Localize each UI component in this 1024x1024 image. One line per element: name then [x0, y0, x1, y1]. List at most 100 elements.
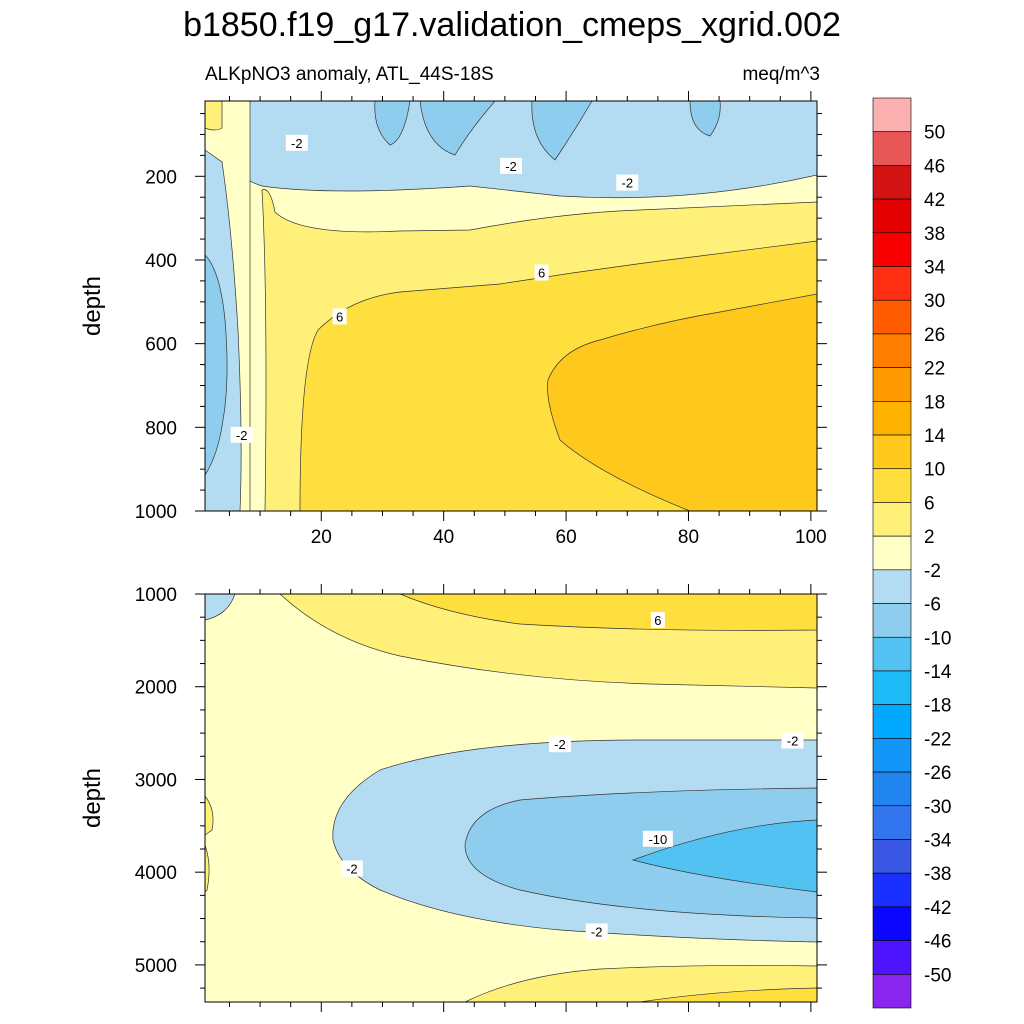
top-surface-patch-2 [419, 101, 496, 156]
colorbar-label: 14 [924, 426, 946, 447]
colorbar-label: 26 [924, 325, 945, 346]
colorbar-swatch [872, 738, 912, 773]
bot-contour-label: -2 [554, 737, 566, 752]
colorbar-swatch [872, 232, 912, 267]
top-contour-label: 6 [336, 309, 343, 324]
colorbar-swatch [872, 771, 912, 807]
colorbar-swatch [872, 704, 912, 739]
bot-west-yellow-1 [205, 795, 214, 836]
top-surface-patch-4 [689, 101, 721, 137]
top-ylabel: depth [79, 276, 106, 336]
colorbar-label: 6 [924, 493, 935, 514]
bot-contour-label-bg [650, 611, 665, 628]
bottom-panel: 6 -2 -2 -2 -10 -2 1000 2000 3000 4000 5000 depth [79, 584, 827, 1012]
top-contour-label: 6 [538, 266, 545, 281]
top-xtick-label: 60 [556, 527, 577, 548]
bot-contour-label-bg [340, 860, 363, 877]
colorbar-label: 50 [924, 123, 945, 144]
colorbar-label: -18 [924, 696, 951, 717]
top-contour-label: -2 [621, 176, 633, 191]
colorbar-swatch [872, 131, 912, 166]
colorbar-label: 42 [924, 190, 945, 211]
colorbar-swatch [872, 266, 912, 301]
colorbar-swatch [872, 502, 912, 537]
colorbar-swatch [872, 636, 912, 672]
colorbar-swatch [872, 401, 912, 436]
colorbar-label: -46 [924, 932, 951, 953]
bot-ytick-label: 4000 [135, 863, 177, 884]
colorbar-label: -26 [924, 763, 951, 784]
top-ytick-label: 800 [145, 418, 177, 439]
bot-contour-label-bg [642, 830, 673, 847]
top-surface-patch-5 [205, 101, 223, 131]
bot-plot-frame [204, 593, 818, 1003]
bot-contour-label: 6 [654, 613, 661, 628]
colorbar-swatch [872, 805, 912, 840]
top-contour-labels: -2 -2 -2 6 6 -2 [230, 134, 639, 443]
bot-ytick-label: 5000 [135, 956, 177, 977]
top-ytick-label: 200 [145, 167, 177, 188]
bot-ytick-label: 1000 [135, 585, 177, 606]
colorbar-label: 2 [924, 527, 935, 548]
bot-contour-label: -2 [346, 861, 358, 876]
top-contour-label: -2 [505, 159, 517, 174]
colorbar-swatch [872, 872, 912, 908]
colorbar: 50 46 42 38 34 30 26 22 18 14 10 6 2 -2 -6 -10 -14 -18 -22… [872, 97, 952, 1009]
colorbar-swatch [872, 603, 912, 638]
top-west-deep [205, 254, 228, 476]
colorbar-label: -6 [924, 595, 941, 616]
colorbar-label: -34 [924, 830, 952, 851]
bot-contour-label-bg [548, 736, 571, 753]
colorbar-swatch [872, 468, 912, 503]
colorbar-label: 30 [924, 291, 945, 312]
colorbar-label: 38 [924, 224, 945, 245]
colorbar-swatch [872, 299, 912, 335]
colorbar-label: 22 [924, 359, 945, 380]
colorbar-label: 18 [924, 392, 945, 413]
top-xtick-label: 20 [311, 527, 332, 548]
bot-contour-label-bg [585, 923, 608, 940]
top-xtick-label: 80 [678, 527, 699, 548]
colorbar-label: -22 [924, 729, 951, 750]
top-ytick-label: 400 [145, 251, 177, 272]
colorbar-label: 10 [924, 460, 945, 481]
colorbar-label: 46 [924, 156, 945, 177]
top-contour-label-bg [285, 134, 308, 151]
bot-contour-label-bg [781, 732, 804, 749]
bot-region-minus10 [631, 819, 817, 893]
top-contour-label-bg [332, 308, 347, 325]
colorbar-label: -38 [924, 864, 951, 885]
chart-title: b1850.f19_g17.validation_cmeps_xgrid.002 [183, 6, 841, 44]
bottom-axis-ticks: 1000 2000 3000 4000 5000 [135, 584, 827, 1012]
colorbar-swatch [872, 940, 912, 975]
colorbar-swatch [872, 367, 912, 402]
colorbar-label: -10 [924, 628, 951, 649]
colorbar-swatch [872, 198, 912, 234]
top-xtick-label: 40 [433, 527, 454, 548]
top-axis-ticks: 20 40 60 80 100 200 400 600 800 1000 [135, 91, 827, 548]
colorbar-swatch [872, 333, 912, 368]
bot-contour-label: -2 [591, 925, 603, 940]
top-xtick-label: 100 [795, 527, 827, 548]
bot-west-yellow-2 [205, 844, 210, 893]
chart-subtitle-right: meq/m^3 [742, 64, 820, 85]
bot-region-minus6 [464, 787, 817, 919]
colorbar-label: -2 [924, 561, 941, 582]
bot-ytick-label: 3000 [135, 770, 177, 791]
bot-contour-label: -2 [787, 734, 799, 749]
top-contour-label: -2 [236, 428, 248, 443]
chart-subtitle-left: ALKpNO3 anomaly, ATL_44S-18S [205, 64, 494, 85]
bottom-ylabel: depth [79, 768, 106, 828]
top-plot-frame [204, 100, 818, 512]
top-surface-patch-1 [374, 101, 411, 146]
colorbar-label: -30 [924, 797, 951, 818]
colorbar-swatch [872, 97, 912, 133]
top-contour-label: -2 [291, 136, 303, 151]
colorbar-swatch [872, 535, 912, 571]
bot-contour-label: -10 [648, 832, 667, 847]
colorbar-swatch [872, 839, 912, 874]
top-ytick-label: 600 [145, 335, 177, 356]
colorbar-label: -42 [924, 898, 951, 919]
colorbar-label: -50 [924, 965, 951, 986]
